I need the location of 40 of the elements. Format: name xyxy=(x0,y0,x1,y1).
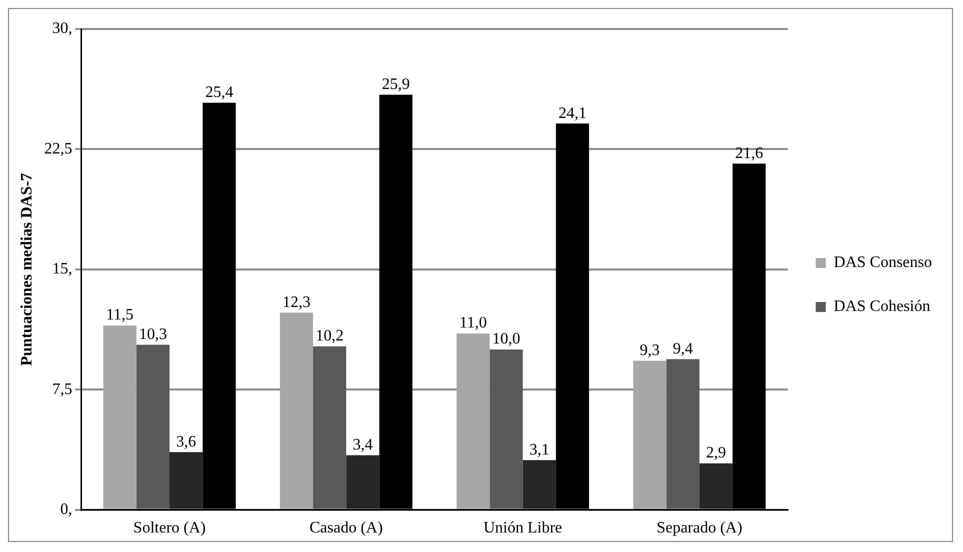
data-label: 9,3 xyxy=(640,342,660,359)
y-axis-title: Puntuaciones medias DAS-7 xyxy=(18,172,36,366)
data-label: 11,5 xyxy=(106,306,134,324)
data-label: 12,3 xyxy=(282,294,310,311)
x-tick-label: Casado (A) xyxy=(310,520,383,537)
bar xyxy=(699,463,733,509)
x-tick-label: Unión Libre xyxy=(483,520,562,537)
data-label: 3,1 xyxy=(529,441,550,458)
bar xyxy=(633,360,666,509)
data-label: 2,9 xyxy=(706,444,726,462)
data-label: 3,4 xyxy=(352,436,373,454)
bar xyxy=(490,350,523,509)
data-label: 10,3 xyxy=(138,326,167,343)
x-tick-label: Separado (A) xyxy=(656,520,742,537)
data-label: 3,6 xyxy=(176,433,196,450)
bar xyxy=(103,325,136,509)
data-label: 11,0 xyxy=(459,314,487,332)
data-label: 24,1 xyxy=(558,104,586,122)
bar xyxy=(313,346,346,509)
y-tick-label: 0, xyxy=(60,501,72,518)
legend-label: DAS Consenso xyxy=(834,254,932,272)
data-label: 21,6 xyxy=(735,144,764,162)
bar xyxy=(280,312,314,509)
y-tick-label: 22,5 xyxy=(44,140,72,158)
y-tick-label: 15, xyxy=(52,260,72,278)
bar xyxy=(522,460,556,509)
data-label: 25,4 xyxy=(205,84,234,101)
bar xyxy=(136,344,170,509)
bar xyxy=(666,359,700,509)
data-label: 9,4 xyxy=(672,340,693,358)
x-tick-label: Soltero (A) xyxy=(133,520,206,537)
data-label: 10,2 xyxy=(316,328,344,345)
bar xyxy=(456,334,490,509)
bar xyxy=(170,452,203,509)
bar xyxy=(346,455,380,509)
data-label: 25,9 xyxy=(382,76,410,93)
y-tick-label: 30, xyxy=(52,20,72,38)
legend-label: DAS Cohesión xyxy=(834,298,930,316)
data-label: 10,0 xyxy=(492,330,520,348)
y-tick-label: 7,5 xyxy=(52,380,72,398)
